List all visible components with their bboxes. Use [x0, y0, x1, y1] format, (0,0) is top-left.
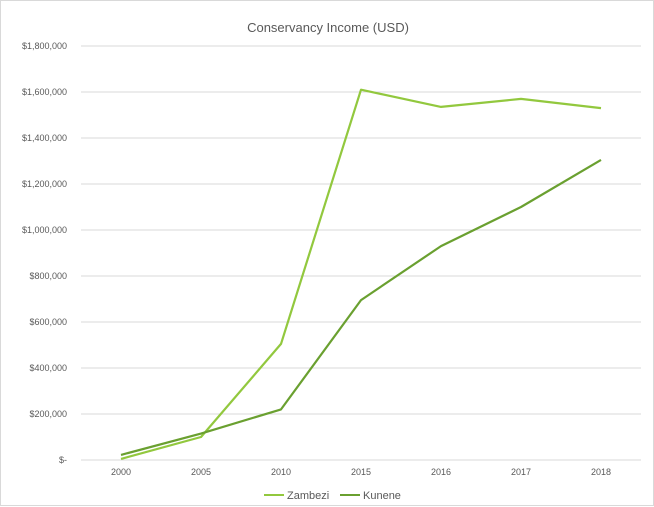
chart-title: Conservancy Income (USD) [247, 20, 409, 35]
x-tick-label: 2005 [191, 467, 211, 477]
y-tick-label: $800,000 [29, 271, 67, 281]
x-tick-label: 2015 [351, 467, 371, 477]
x-tick-label: 2017 [511, 467, 531, 477]
y-axis-tick-labels: $- $200,000 $400,000 $600,000 $800,000 $1,000… [22, 41, 67, 465]
y-tick-label: $200,000 [29, 409, 67, 419]
y-tick-label: $- [59, 455, 67, 465]
legend: Zambezi Kunene [264, 490, 401, 502]
y-tick-label: $1,800,000 [22, 41, 67, 51]
gridlines [81, 45, 641, 461]
y-tick-label: $1,600,000 [22, 87, 67, 97]
series-line-zambezi [120, 88, 602, 460]
y-tick-label: $600,000 [29, 317, 67, 327]
y-tick-label: $1,200,000 [22, 179, 67, 189]
legend-label-kunene: Kunene [363, 490, 401, 502]
series-lines [120, 88, 602, 460]
x-tick-label: 2010 [271, 467, 291, 477]
legend-label-zambezi: Zambezi [287, 490, 329, 502]
x-tick-label: 2000 [111, 467, 131, 477]
x-tick-label: 2016 [431, 467, 451, 477]
series-line-kunene [120, 158, 602, 456]
y-tick-label: $400,000 [29, 363, 67, 373]
y-tick-label: $1,000,000 [22, 225, 67, 235]
y-tick-label: $1,400,000 [22, 133, 67, 143]
x-tick-label: 2018 [591, 467, 611, 477]
x-axis-tick-labels: 2000 2005 2010 2015 2016 2017 2018 [111, 467, 611, 477]
